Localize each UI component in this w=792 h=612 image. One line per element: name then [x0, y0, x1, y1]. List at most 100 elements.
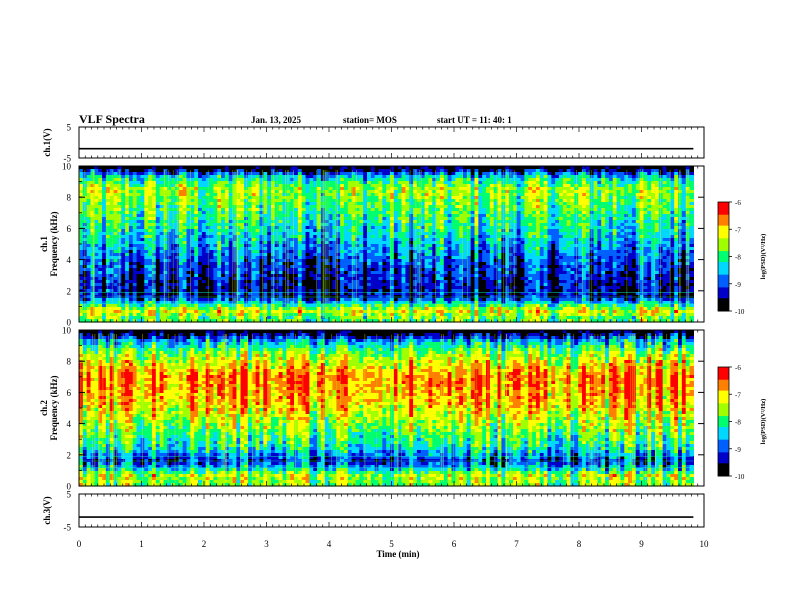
spectrogram-cell: [470, 226, 476, 230]
spectrogram-cell: [478, 175, 483, 179]
spectrogram-cell: [401, 214, 406, 218]
spectrogram-cell: [328, 232, 334, 236]
spectrogram-cell: [270, 190, 276, 194]
spectrogram-cell: [390, 175, 395, 179]
spectrogram-cell: [528, 187, 533, 191]
spectrogram-cell: [662, 223, 668, 227]
spectrogram-cell: [294, 244, 299, 248]
spectrogram-cell: [102, 241, 107, 245]
spectrogram-cell: [547, 238, 552, 242]
spectrogram-cell: [451, 229, 456, 233]
spectrogram-cell: [443, 247, 449, 251]
spectrogram-cell: [140, 229, 145, 233]
spectrogram-cell: [585, 241, 591, 245]
spectrogram-cell: [520, 223, 526, 227]
spectrogram-cell: [263, 196, 268, 200]
spectrogram-cell: [689, 172, 694, 176]
spectrogram-cell: [240, 193, 245, 197]
spectrogram-cell: [201, 205, 207, 209]
spectrogram-cell: [290, 247, 295, 251]
spectrogram-cell: [159, 211, 165, 215]
spectrogram-cell: [558, 187, 564, 191]
spectrogram-cell: [113, 232, 118, 236]
spectrogram-cell: [482, 199, 487, 203]
spectrogram-cell: [217, 202, 222, 206]
spectrogram-cell: [125, 217, 130, 221]
spectrogram-cell: [347, 169, 353, 173]
spectrogram-cell: [413, 232, 418, 236]
spectrogram-cell: [505, 217, 510, 221]
spectrogram-cell: [251, 187, 257, 191]
spectrogram-cell: [689, 244, 694, 248]
spectrogram-cell: [79, 220, 84, 224]
spectrogram-cell: [566, 193, 572, 197]
spectrogram-cell: [359, 205, 364, 209]
spectrogram-cell: [643, 178, 648, 182]
spectrogram-cell: [294, 226, 299, 230]
spectrogram-cell: [125, 196, 130, 200]
spectrogram-cell: [198, 247, 203, 251]
spectrogram-cell: [340, 187, 345, 191]
spectrogram-cell: [163, 178, 168, 182]
spectrogram-cell: [309, 181, 314, 185]
spectrogram-cell: [666, 223, 671, 227]
spectrogram-cell: [585, 214, 591, 218]
spectrogram-cell: [654, 214, 660, 218]
spectrogram-cell: [140, 238, 145, 242]
spectrogram-cell: [121, 244, 126, 248]
spectrogram-cell: [267, 247, 272, 251]
spectrogram-cell: [390, 241, 395, 245]
spectrogram-cell: [290, 175, 295, 179]
spectrogram-cell: [209, 208, 214, 212]
spectrogram-cell: [528, 238, 533, 242]
spectrogram-cell: [201, 175, 207, 179]
spectrogram-cell: [221, 202, 226, 206]
spectrogram-cell: [620, 169, 625, 173]
spectrogram-cell: [582, 214, 587, 218]
spectrogram-cell: [436, 169, 441, 173]
spectrogram-cell: [374, 205, 380, 209]
spectrogram-cell: [198, 172, 203, 176]
spectrogram-cell: [390, 232, 395, 236]
spectrogram-cell: [370, 211, 376, 215]
spectrogram-cell: [117, 181, 122, 185]
spectrogram-cell: [336, 235, 341, 239]
spectrogram-cell: [593, 196, 598, 200]
spectrogram-cell: [194, 247, 199, 251]
spectrogram-cell: [113, 244, 118, 248]
spectrogram-cell: [689, 175, 694, 179]
spectrogram-cell: [612, 175, 618, 179]
spectrogram-cell: [267, 214, 272, 218]
spectrogram-cell: [409, 202, 414, 206]
spectrogram-cell: [482, 241, 487, 245]
spectrogram-cell: [317, 232, 322, 236]
spectrogram-cell: [224, 211, 230, 215]
spectrogram-cell: [436, 208, 441, 212]
spectrogram-cell: [263, 235, 268, 239]
spectrogram-cell: [551, 223, 556, 227]
spectrogram-cell: [651, 211, 656, 215]
spectrogram-cell: [144, 244, 149, 248]
spectrogram-cell: [270, 229, 276, 233]
spectrogram-cell: [535, 235, 541, 239]
spectrogram-cell: [98, 223, 103, 227]
spectrogram-cell: [251, 235, 257, 239]
spectrogram-cell: [566, 232, 572, 236]
spectrogram-cell: [558, 226, 564, 230]
spectrogram-cell: [136, 238, 142, 242]
spectrogram-cell: [355, 238, 360, 242]
spectrogram-cell: [593, 220, 598, 224]
spectrogram-cell: [351, 202, 357, 206]
spectrogram-cell: [213, 193, 218, 197]
spectrogram-cell: [570, 172, 575, 176]
spectrogram-cell: [155, 241, 161, 245]
spectrogram-cell: [167, 178, 172, 182]
spectrogram-cell: [608, 202, 614, 206]
spectrogram-cell: [155, 184, 161, 188]
spectrogram-cell: [651, 172, 656, 176]
spectrogram-cell: [562, 199, 568, 203]
spectrogram-cell: [163, 187, 168, 191]
spectrogram-cell: [359, 238, 364, 242]
spectrogram-cell: [347, 226, 353, 230]
spectrogram-cell: [247, 190, 253, 194]
